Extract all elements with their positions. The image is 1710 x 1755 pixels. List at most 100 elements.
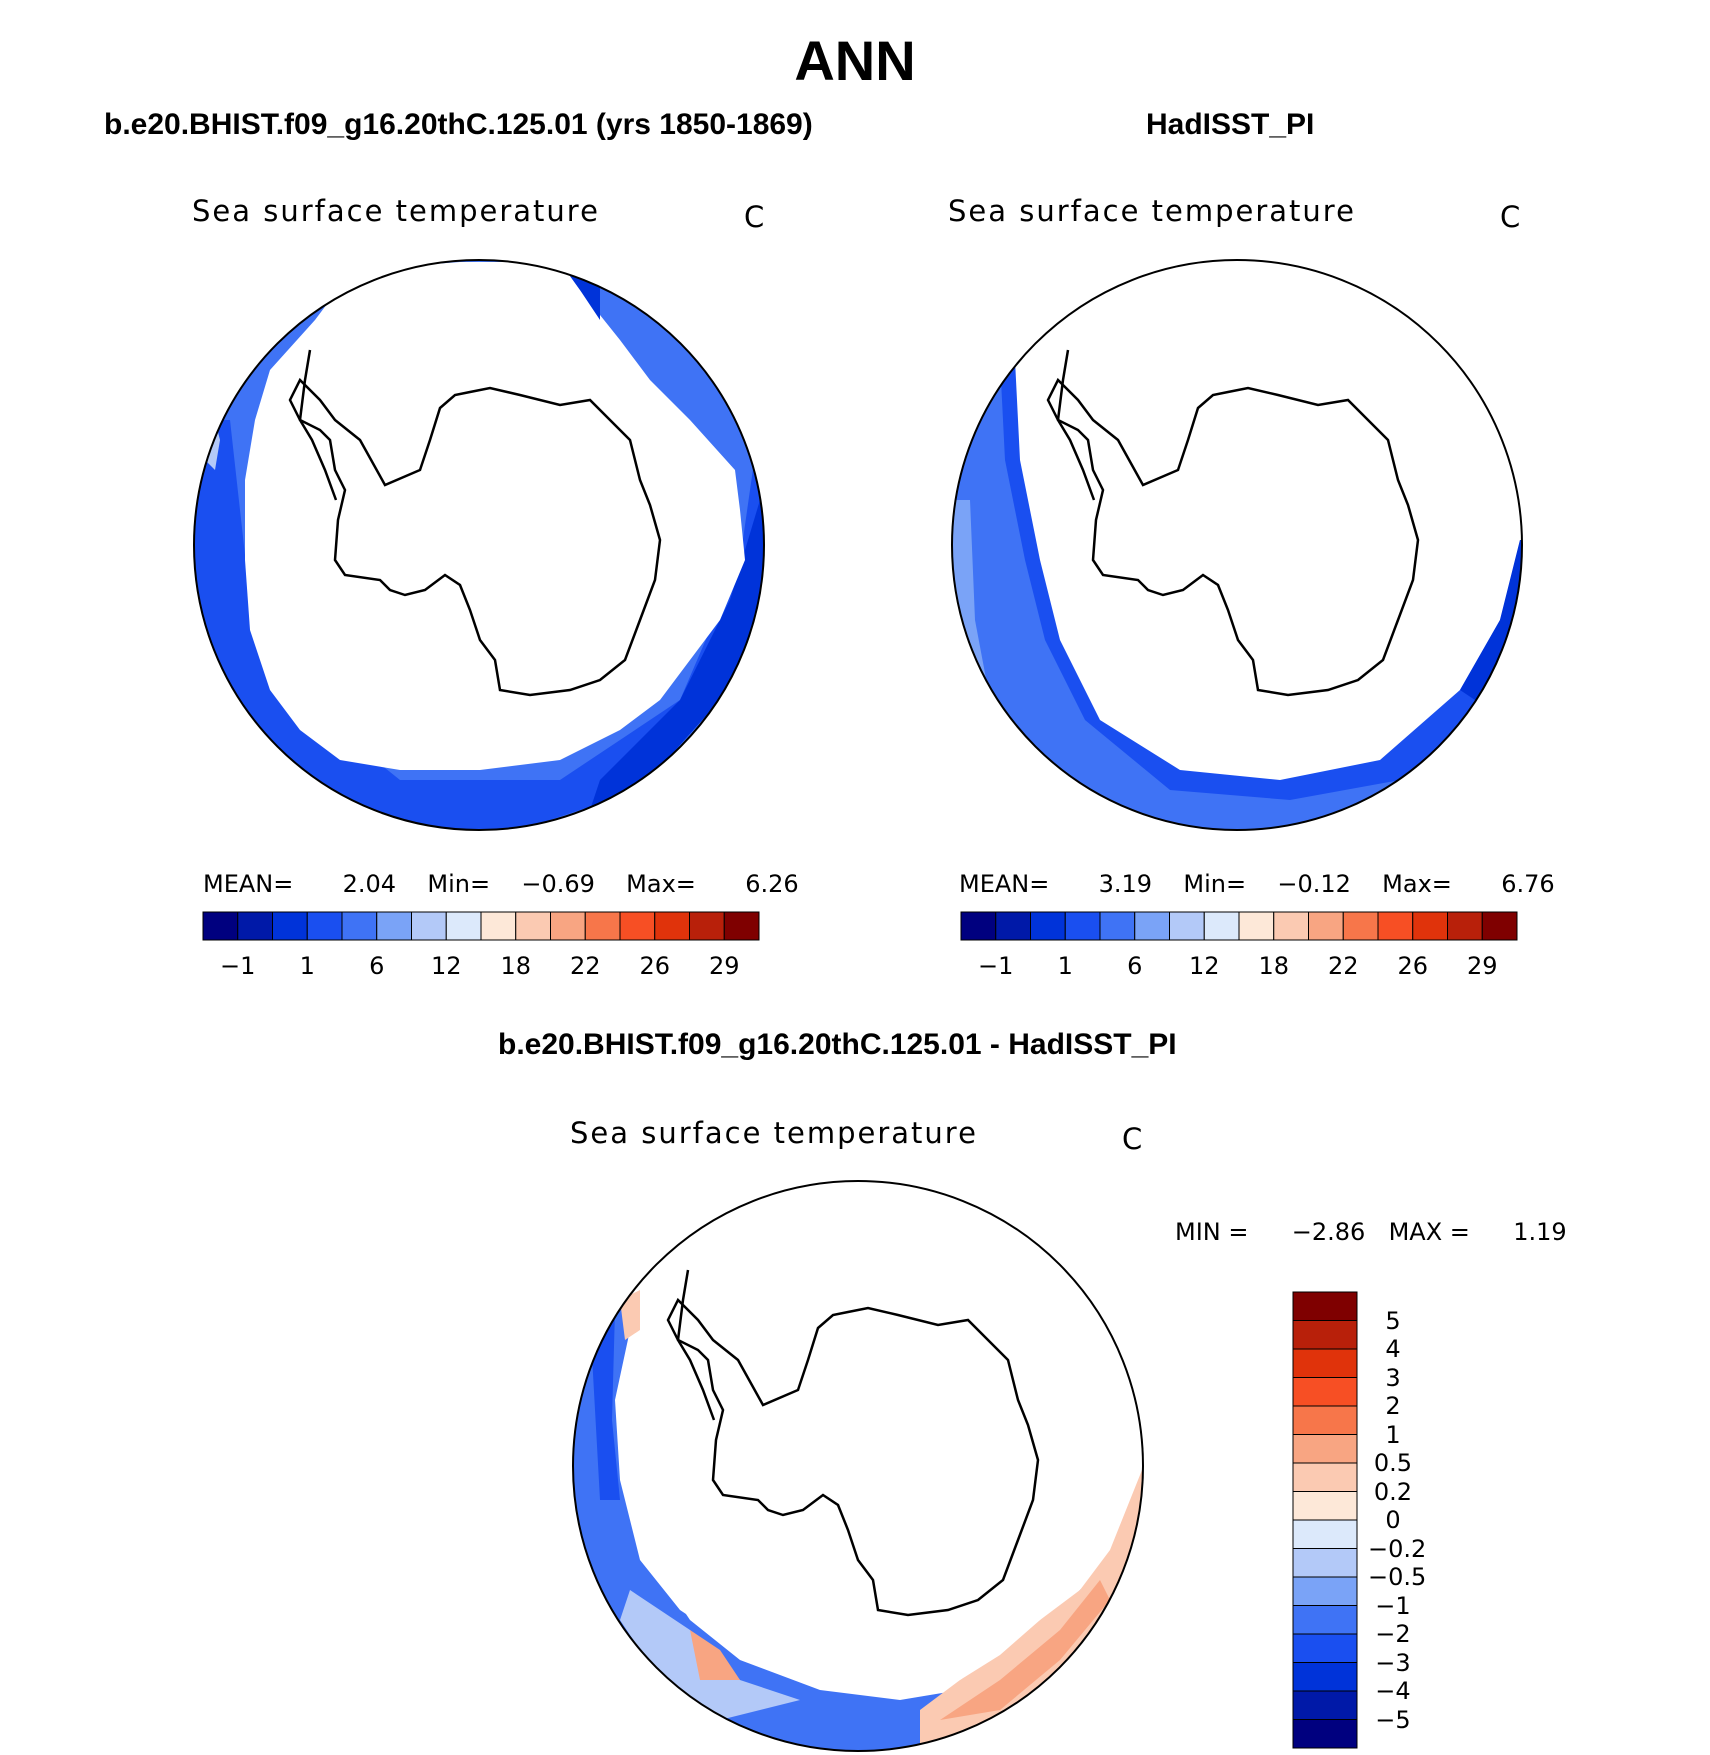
figure-title: ANN	[794, 29, 916, 92]
diff-peninsula-coastline	[676, 1269, 716, 1421]
diff-warm-east-core	[940, 1580, 1110, 1720]
diff-masked-region	[615, 1200, 1143, 1690]
diff-colorbar-ticks: 5 4 3 2 1 0.5 0.2 0 −0.2 −0.5 −1 −2 −3 −4 −5	[1368, 1292, 1488, 1750]
obs-colorbar	[960, 911, 1518, 941]
diff-colorbar-swatch	[1292, 1348, 1358, 1378]
diff-max-label: MAX =	[1388, 1218, 1470, 1246]
obs-colorbar-swatch	[1064, 911, 1101, 941]
obs-stats: MEAN= 3.19 Min= −0.12 Max= 6.76	[959, 870, 1555, 898]
obs-colorbar-swatch	[1447, 911, 1483, 941]
diff-colorbar-tick-label: 3	[1385, 1363, 1401, 1392]
model-colorbar-tick-label: 1	[299, 952, 315, 980]
diff-colorbar-swatch	[1292, 1690, 1358, 1720]
obs-colorbar-swatch	[1099, 911, 1136, 941]
model-case-title: b.e20.BHIST.f09_g16.20thC.125.01 (yrs 18…	[104, 108, 813, 141]
obs-colorbar-swatch	[1169, 911, 1205, 941]
diff-min-label: MIN =	[1175, 1218, 1249, 1246]
obs-peninsula-coastline	[1056, 349, 1096, 501]
diff-colorbar-swatch	[1292, 1320, 1358, 1350]
diff-colorbar-swatch	[1292, 1491, 1358, 1521]
model-colorbar-tick-label: 29	[708, 952, 740, 980]
diff-colorbar-tick-label: −3	[1375, 1648, 1411, 1677]
model-stats: MEAN= 2.04 Min= −0.69 Max= 6.26	[203, 870, 799, 898]
diff-units: C	[1122, 1122, 1143, 1156]
obs-min-label: Min=	[1183, 870, 1247, 898]
obs-mean-label: MEAN=	[959, 870, 1050, 898]
model-max-label: Max=	[626, 870, 696, 898]
model-colorbar-tick-label: 12	[430, 952, 462, 980]
model-colorbar-tick-label: 18	[500, 952, 532, 980]
diff-colorbar-tick-label: 4	[1385, 1335, 1401, 1363]
model-antarctica-coastline	[288, 377, 662, 697]
diff-case-title: b.e20.BHIST.f09_g16.20thC.125.01 - HadIS…	[498, 1028, 1177, 1061]
obs-colorbar-tick-label: 18	[1258, 952, 1290, 980]
obs-band-outer	[952, 360, 1522, 830]
obs-sea-ice-mask	[1030, 300, 1520, 760]
model-sea-ice-mask	[245, 262, 745, 770]
model-min-label: Min=	[427, 870, 491, 898]
diff-min-value: −2.86	[1291, 1218, 1366, 1246]
obs-colorbar-swatch	[1030, 911, 1066, 941]
diff-colorbar-tick-label: −2	[1375, 1620, 1411, 1648]
obs-antarctica-coastline	[1046, 377, 1420, 697]
diff-colorbar-swatch	[1292, 1519, 1358, 1549]
obs-max-value: 6.76	[1501, 870, 1555, 898]
diff-colorbar-swatch	[1292, 1605, 1358, 1635]
diff-colorbar-swatch	[1292, 1548, 1358, 1578]
obs-colorbar-swatch	[960, 911, 997, 941]
diff-colorbar-tick-label: 1	[1385, 1420, 1401, 1449]
diff-antarctica-coastline	[666, 1297, 1040, 1617]
model-colorbar-swatch	[515, 911, 551, 941]
obs-colorbar-swatch	[1273, 911, 1309, 941]
model-units: C	[744, 200, 765, 234]
diff-colorbar-tick-label: −4	[1375, 1677, 1411, 1705]
model-colorbar-tick-label: −1	[220, 952, 256, 980]
diff-colorbar-tick-label: −0.2	[1368, 1534, 1427, 1563]
diff-colorbar-tick-label: −0.5	[1368, 1563, 1427, 1591]
diff-colorbar-swatch	[1292, 1291, 1358, 1321]
diff-colorbar-tick-label: −1	[1375, 1591, 1411, 1620]
diff-max-value: 1.19	[1513, 1218, 1567, 1246]
diff-colorbar-tick-label: 0.2	[1373, 1477, 1413, 1506]
obs-colorbar-swatch	[1342, 911, 1379, 941]
model-mean-label: MEAN=	[203, 870, 294, 898]
diff-colorbar-swatch	[1292, 1462, 1358, 1492]
model-colorbar-swatch	[619, 911, 656, 941]
obs-colorbar-tick-label: 26	[1397, 952, 1429, 980]
model-max-value: 6.26	[745, 870, 799, 898]
model-colorbar-swatch	[723, 911, 760, 941]
diff-colorbar-tick-label: 5	[1385, 1306, 1401, 1335]
obs-colorbar-swatch	[1481, 911, 1518, 941]
diff-cold-core	[590, 1310, 620, 1500]
obs-mean-value: 3.19	[1098, 870, 1153, 898]
model-colorbar-swatch	[341, 911, 378, 941]
model-colorbar-tick-label: 26	[639, 952, 671, 980]
obs-units: C	[1500, 200, 1521, 234]
diff-variable-title: Sea surface temperature	[570, 1116, 978, 1150]
diff-colorbar-swatch	[1292, 1633, 1358, 1663]
obs-colorbar-tick-label: 6	[1127, 952, 1143, 980]
obs-colorbar-swatch	[1134, 911, 1170, 941]
model-colorbar-swatch	[306, 911, 343, 941]
model-colorbar-swatch	[550, 911, 586, 941]
diff-warm-west	[690, 1630, 740, 1680]
diff-colorbar-tick-label: 0.5	[1373, 1449, 1413, 1477]
obs-colorbar-ticks: −1 1 6 12 18 22 26 29	[961, 952, 1517, 982]
obs-max-label: Max=	[1382, 870, 1452, 898]
model-colorbar-swatch	[237, 911, 273, 941]
obs-min-value: −0.12	[1277, 870, 1351, 898]
diff-colorbar	[1292, 1291, 1358, 1749]
model-colorbar-ticks: −1 1 6 12 18 22 26 29	[203, 952, 759, 982]
model-peninsula-coastline	[298, 349, 338, 501]
diff-colorbar-swatch	[1292, 1719, 1358, 1749]
diff-colorbar-tick-label: 0	[1385, 1506, 1401, 1534]
model-colorbar-swatch	[411, 911, 447, 941]
diff-map-boundary	[572, 1180, 1144, 1752]
diff-colorbar-swatch	[1292, 1405, 1358, 1435]
model-colorbar-swatch	[272, 911, 308, 941]
diff-colorbar-tick-label: −5	[1375, 1705, 1411, 1734]
model-min-value: −0.69	[521, 870, 595, 898]
model-colorbar	[202, 911, 760, 941]
